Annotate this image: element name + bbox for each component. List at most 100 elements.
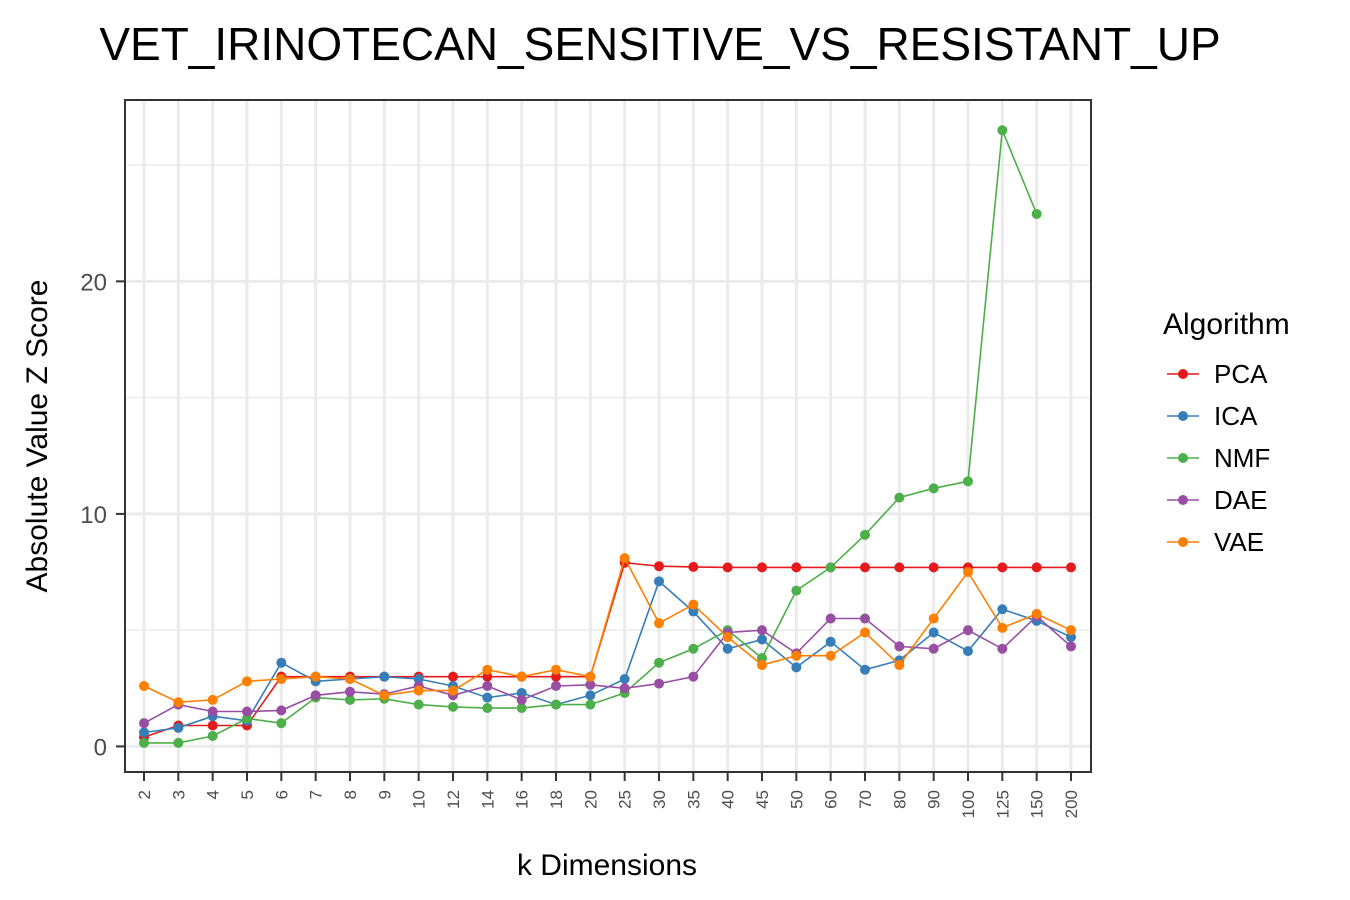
legend-key-point (1178, 537, 1188, 547)
series-line-vae (143, 555, 1072, 704)
legend-label-ica: ICA (1214, 401, 1258, 431)
data-point-nmf (1031, 208, 1042, 219)
data-point-dae (928, 643, 939, 654)
data-point-ica (963, 646, 973, 657)
x-tick-label: 5 (238, 790, 257, 799)
data-point-nmf (585, 699, 596, 710)
data-point-vae (139, 680, 149, 691)
data-point-ica (482, 692, 493, 703)
legend-label-nmf: NMF (1214, 443, 1270, 473)
data-point-vae (207, 694, 218, 705)
data-point-dae (860, 613, 870, 624)
data-point-ica (688, 606, 699, 617)
data-point-pca (688, 561, 699, 572)
data-point-dae (825, 613, 836, 624)
data-point-nmf (928, 483, 939, 494)
x-tick-label: 60 (822, 790, 841, 809)
data-point-vae (963, 567, 973, 578)
data-point-nmf (448, 701, 458, 712)
legend-title: Algorithm (1163, 308, 1290, 341)
data-point-dae (585, 679, 596, 690)
plot-border (124, 99, 1092, 773)
data-point-vae (516, 671, 527, 682)
data-point-nmf (173, 737, 184, 748)
data-point-pca (1066, 562, 1076, 573)
legend-key-point (1178, 453, 1188, 463)
x-tick-label: 16 (513, 790, 532, 809)
data-point-dae (997, 643, 1008, 654)
legend-label-dae: DAE (1214, 485, 1267, 515)
data-point-dae (688, 671, 699, 682)
legend: Algorithm PCA ICA NMF DAE VAE (1163, 308, 1290, 557)
legend-label-vae: VAE (1214, 527, 1264, 557)
data-point-nmf (825, 562, 836, 573)
x-tick-label: 45 (753, 790, 772, 809)
x-tick-label: 90 (925, 790, 944, 809)
data-point-vae (688, 599, 699, 610)
data-point-ica (413, 673, 424, 684)
data-point-ica (516, 687, 527, 698)
data-point-pca (894, 562, 905, 573)
data-point-ica (928, 627, 939, 638)
data-point-vae (379, 690, 390, 701)
data-point-dae (1066, 641, 1076, 652)
series-lines (139, 125, 1076, 748)
data-point-vae (413, 685, 424, 696)
plot-panel (125, 100, 1091, 772)
data-point-dae (276, 705, 287, 716)
data-point-dae (757, 625, 767, 636)
x-tick-label: 125 (993, 790, 1012, 818)
data-point-nmf (860, 529, 870, 540)
data-point-nmf (791, 585, 802, 596)
data-point-vae (585, 671, 596, 682)
x-tick-label: 3 (169, 790, 188, 799)
legend-item-pca: PCA (1167, 359, 1268, 389)
data-point-nmf (551, 699, 561, 710)
data-point-vae (551, 664, 561, 675)
data-point-ica (791, 662, 802, 673)
data-point-dae (482, 680, 493, 691)
x-tick-label: 80 (890, 790, 909, 809)
data-point-ica (860, 664, 870, 675)
legend-key-point (1178, 369, 1188, 379)
x-tick-label: 30 (650, 790, 669, 809)
legend-key-point (1178, 411, 1188, 421)
data-point-vae (448, 685, 458, 696)
x-tick-label: 70 (856, 790, 875, 809)
data-point-nmf (413, 699, 424, 710)
y-tick-label: 10 (80, 502, 107, 529)
x-tick-label: 2 (135, 790, 154, 799)
x-tick-label: 50 (787, 790, 806, 809)
data-point-pca (448, 671, 458, 682)
x-tick-label: 18 (547, 790, 566, 809)
legend-item-vae: VAE (1167, 527, 1264, 557)
data-point-dae (894, 641, 905, 652)
data-point-ica (997, 604, 1008, 615)
data-point-vae (173, 697, 184, 708)
data-point-ica (825, 636, 836, 647)
x-tick-label: 40 (719, 790, 738, 809)
x-tick-label: 8 (341, 790, 360, 799)
legend-label-pca: PCA (1214, 359, 1268, 389)
legend-item-dae: DAE (1167, 485, 1267, 515)
data-point-dae (516, 694, 527, 705)
data-point-nmf (207, 730, 218, 741)
series-line-dae (143, 615, 1072, 724)
data-point-vae (276, 673, 287, 684)
data-point-vae (894, 660, 905, 671)
x-tick-label: 6 (272, 790, 291, 799)
data-point-nmf (688, 643, 699, 654)
data-point-nmf (345, 694, 355, 705)
data-point-vae (928, 613, 939, 624)
data-point-dae (310, 690, 321, 701)
x-tick-label: 9 (375, 790, 394, 799)
data-point-vae (757, 660, 767, 671)
data-point-vae (997, 622, 1008, 633)
data-point-dae (619, 683, 630, 694)
data-point-nmf (894, 492, 905, 503)
x-tick-label: 20 (581, 790, 600, 809)
legend-item-nmf: NMF (1167, 443, 1270, 473)
y-tick-label: 20 (80, 269, 107, 296)
data-point-ica (619, 673, 630, 684)
